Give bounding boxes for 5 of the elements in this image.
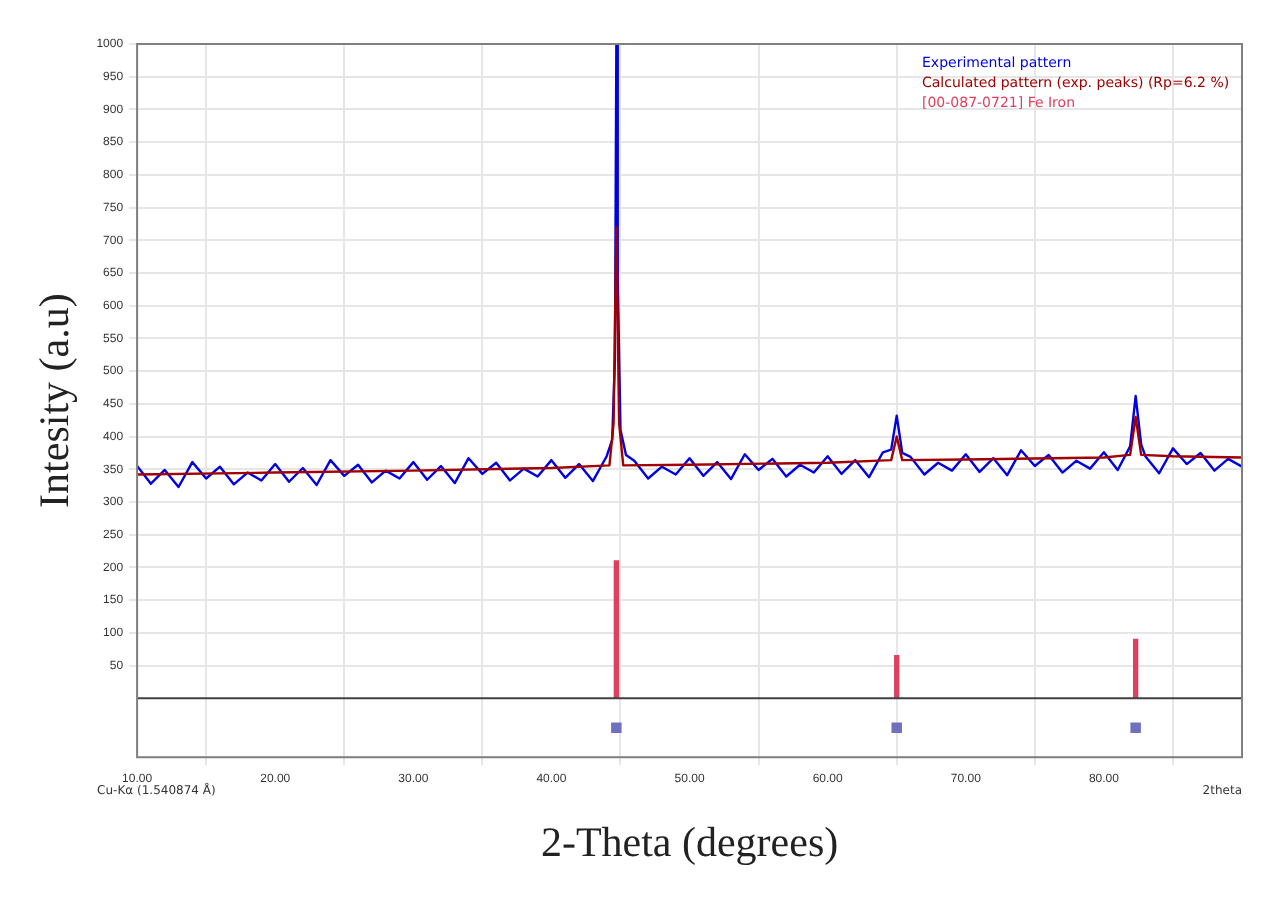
bar bbox=[613, 560, 620, 699]
bar bbox=[1132, 638, 1139, 699]
bar bbox=[894, 655, 900, 699]
x-axis-title: 2-Theta (degrees) bbox=[540, 817, 839, 866]
y-axis-title: Intesity (a.u) bbox=[30, 293, 79, 508]
